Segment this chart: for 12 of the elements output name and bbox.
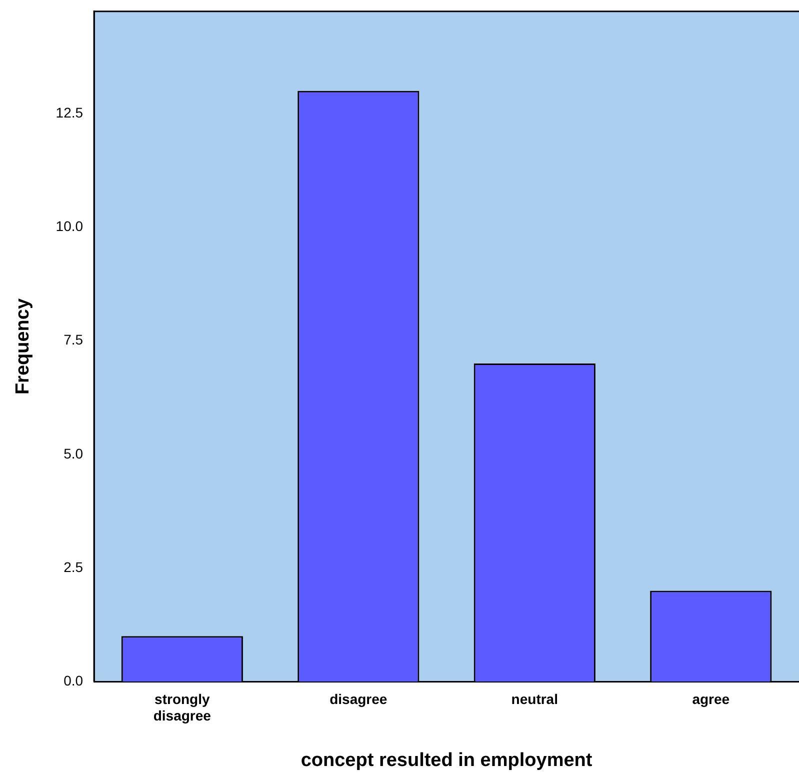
x-axis-title: concept resulted in employment [300,750,593,771]
x-tick-label: agree [692,690,730,707]
x-tick-label: strongly disagree [153,690,212,724]
x-tick-label: neutral [511,690,558,707]
x-tick-label: disagree [330,690,388,707]
y-tick-label: 12.5 [56,104,84,120]
y-tick-label: 10.0 [56,218,84,234]
y-tick-label: 5.0 [64,445,84,462]
y-axis-title: Frequency [12,298,34,395]
y-tick-label: 7.5 [64,332,84,348]
y-tick-label: 2.5 [64,558,84,575]
y-tick-label: 0.0 [64,672,84,688]
